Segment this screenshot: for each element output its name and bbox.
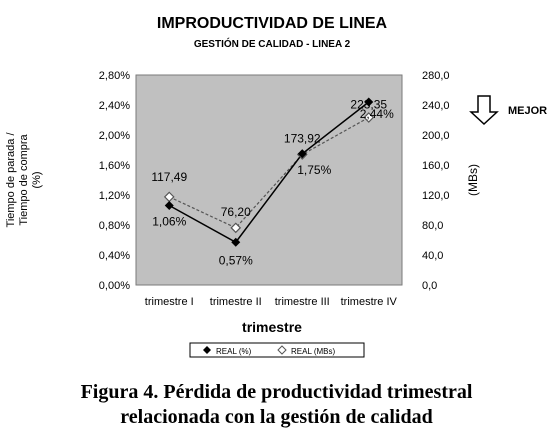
right-tick-label: 0,0 [422,280,437,292]
caption-line-1: Figura 4. Pérdida de productividad trime… [80,381,473,403]
x-axis-title: trimestre [242,319,302,335]
x-tick-label: trimestre I [145,296,194,308]
left-axis-ticks: 0,00% 0,40% 0,80% 1,20% 1,60% 2,00% 2,40% 2,80% [99,70,130,292]
right-tick-label: 200,0 [422,130,450,142]
data-point-real-percent [364,97,374,107]
left-tick-label: 0,40% [99,250,130,262]
data-label-real-percent: 1,75% [297,163,331,177]
left-axis-label: Tiempo de parada / Tiempo de compra (%) [5,132,43,228]
left-tick-label: 2,00% [99,130,130,142]
left-tick-label: 2,80% [99,70,130,82]
left-tick-label: 0,00% [99,280,130,292]
data-point-real-percent [231,237,241,247]
legend-entry-real-mbs: REAL (MBs) [291,347,335,356]
left-tick-label: 1,20% [99,190,130,202]
figure-caption: Figura 4. Pérdida de productividad trime… [0,380,553,430]
x-tick-label: trimestre III [275,296,330,308]
legend-entry-real-percent: REAL (%) [216,347,252,356]
caption-line-2: relacionada con la gestión de calidad [120,406,433,428]
series-line-real-percent [168,101,370,244]
left-axis-label-line-3: (%) [31,171,43,188]
left-tick-label: 1,60% [99,160,130,172]
data-point-real-percent [297,149,307,159]
data-label-real-mbs: 223,35 [350,97,387,111]
down-arrow-icon [469,95,499,126]
data-point-real-mbs [230,222,242,234]
data-label-real-mbs: 76,20 [221,205,251,219]
data-label-real-percent: 0,57% [219,253,253,267]
legend-filled-diamond-icon [203,346,211,354]
series-line-real-mbs [168,116,370,229]
x-tick-label: trimestre II [210,296,262,308]
data-label-real-mbs: 117,49 [151,170,187,184]
right-axis-ticks: 0,0 40,0 80,0 120,0 160,0 200,0 240,0 280,0 [422,70,450,292]
right-axis-label: (MBs) [466,164,480,196]
data-point-real-mbs [363,112,375,123]
left-axis-label-line-2: Tiempo de compra [18,133,30,225]
right-tick-label: 240,0 [422,100,450,112]
data-point-real-percent [164,201,174,210]
data-label-real-mbs: 173,92 [284,132,321,146]
chart-title: IMPRODUCTIVIDAD DE LINEA [157,15,388,32]
series-layer: 1,06% 0,57% 1,75% 2,44% 117,49 76,20 173,92 223… [151,97,394,267]
data-label-real-percent: 1,06% [152,215,186,229]
right-tick-label: 40,0 [422,250,443,262]
annotation-mejor: MEJOR [508,105,547,117]
right-tick-label: 160,0 [422,160,450,172]
right-tick-label: 120,0 [422,190,450,202]
x-axis-ticks: trimestre I trimestre II trimestre III trim… [145,296,398,308]
right-tick-label: 80,0 [422,220,443,232]
left-axis-label-line-1: Tiempo de parada / [5,132,17,228]
chart: IMPRODUCTIVIDAD DE LINEA GESTIÓN DE CALI… [5,15,547,358]
data-label-real-percent: 2,44% [360,107,394,121]
left-tick-label: 2,40% [99,100,130,112]
legend-box [189,342,365,358]
chart-subtitle: GESTIÓN DE CALIDAD - LINEA 2 [194,37,351,50]
right-axis-label-text: (MBs) [466,164,480,196]
legend-hollow-diamond-icon [277,345,287,355]
legend: REAL (%) REAL (MBs) [189,342,365,358]
x-tick-label: trimestre IV [341,296,398,308]
right-tick-label: 280,0 [422,70,450,82]
left-tick-label: 0,80% [99,220,130,232]
